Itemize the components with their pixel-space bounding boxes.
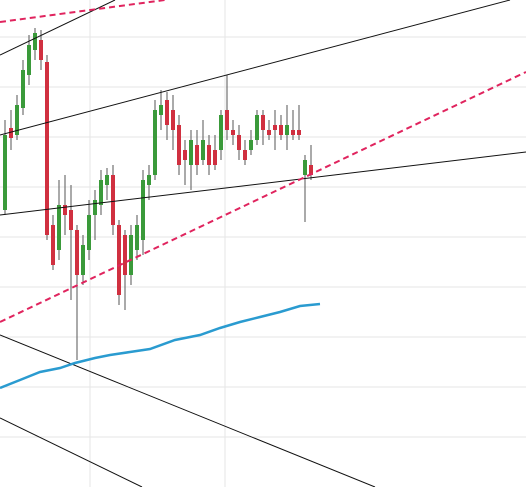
candle-body xyxy=(63,205,67,215)
candle-body xyxy=(171,110,175,130)
candle-body xyxy=(195,145,199,165)
candle-body xyxy=(189,140,193,165)
candle-body xyxy=(45,62,49,235)
trend-line xyxy=(0,71,526,323)
candle-body xyxy=(219,115,223,150)
trend-line xyxy=(0,334,376,487)
candle-body xyxy=(231,130,235,135)
candle-body xyxy=(129,235,133,275)
candle-body xyxy=(93,200,97,215)
candle-body xyxy=(27,45,31,75)
candle-body xyxy=(207,145,211,165)
candle-body xyxy=(3,135,7,210)
candle-body xyxy=(51,225,55,265)
candle-body xyxy=(183,150,187,160)
candle-body xyxy=(303,160,307,175)
candle-body xyxy=(99,180,103,205)
moving-average-line xyxy=(0,302,321,390)
trend-line xyxy=(0,0,116,56)
trend-line xyxy=(0,0,511,136)
candle-body xyxy=(297,130,301,135)
candle-body xyxy=(147,175,151,185)
candle-body xyxy=(201,140,205,160)
candle-body xyxy=(15,105,19,135)
candle-body xyxy=(267,130,271,135)
candle-body xyxy=(237,135,241,150)
candle-body xyxy=(105,175,109,185)
candle-body xyxy=(141,180,145,240)
candle-body xyxy=(165,100,169,125)
candle-body xyxy=(123,235,127,275)
candle-body xyxy=(111,175,115,225)
candle-body xyxy=(279,125,283,135)
trend-line xyxy=(0,0,166,23)
candle-body xyxy=(75,230,79,275)
candle-body xyxy=(57,205,61,250)
candle-body xyxy=(159,105,163,115)
candle-body xyxy=(9,128,13,138)
candle-body xyxy=(273,125,277,130)
candle-body xyxy=(177,125,181,165)
candle-body xyxy=(213,150,217,165)
candle-body xyxy=(249,140,253,150)
candle-body xyxy=(21,70,25,108)
candle-body xyxy=(69,210,73,230)
candle-body xyxy=(33,33,37,50)
candle-body xyxy=(255,115,259,140)
candle-body xyxy=(39,40,43,60)
candle-body xyxy=(135,225,139,250)
candle-body xyxy=(261,115,265,130)
candle-body xyxy=(81,245,85,275)
candle-body xyxy=(309,165,313,175)
candle-body xyxy=(117,225,121,295)
candle-body xyxy=(153,110,157,175)
candle-body xyxy=(291,130,295,135)
candle-body xyxy=(285,125,289,135)
candle-body xyxy=(243,150,247,160)
trend-line xyxy=(0,151,526,216)
candle-body xyxy=(87,215,91,250)
candle-body xyxy=(225,110,229,130)
trend-line xyxy=(0,417,143,487)
